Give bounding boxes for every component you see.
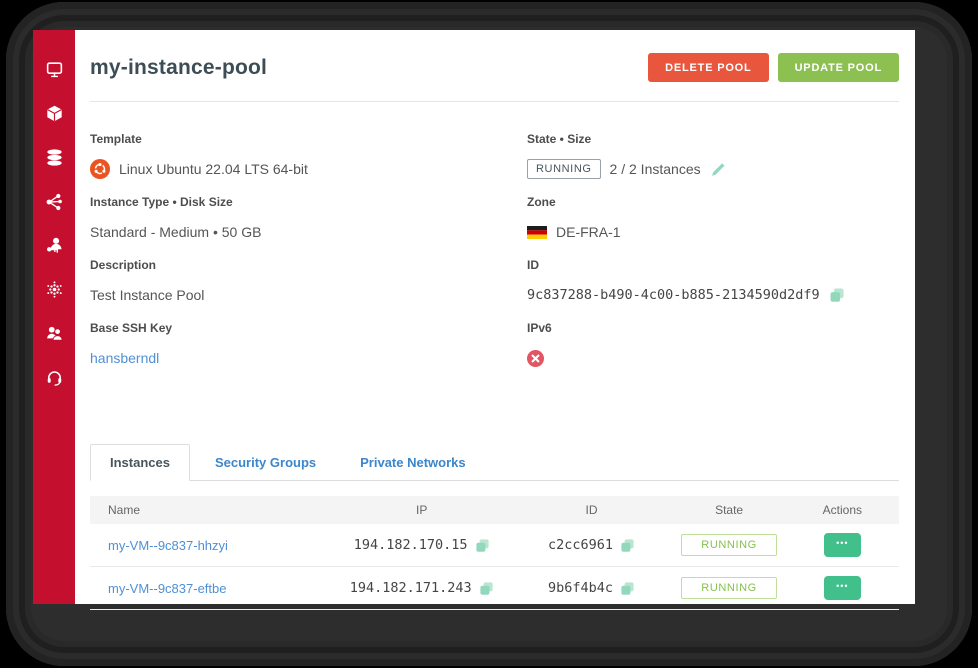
column-header-ip: IP [416,503,428,517]
storage-icon [46,148,62,166]
sidebar-item-ssh-keys[interactable] [44,235,64,255]
field-label: Base SSH Key [90,321,173,335]
field-label: Instance Type • Disk Size [90,195,233,209]
field-label: IPv6 [527,321,552,335]
copy-icon [475,538,489,552]
column-header-id: ID [585,503,598,517]
ellipsis-icon: ••• [836,581,849,591]
edit-size-button[interactable] [710,161,726,177]
field-label: Template [90,132,142,146]
field-template: Template Linux Ubuntu 22.04 LTS 64-bit [90,132,527,179]
network-icon [46,193,62,210]
ubuntu-logo-icon [90,159,110,179]
header-actions: DELETE POOL UPDATE POOL [648,53,899,82]
tab-instances[interactable]: Instances [90,444,190,481]
field-state-size: State • Size RUNNING 2 / 2 Instances [527,132,899,179]
templates-icon [46,105,62,121]
table-body: my-VM--9c837-hhzyi 194.182.170.15 [90,524,899,610]
type-disk-value: Standard - Medium • 50 GB [90,224,262,240]
ellipsis-icon: ••• [836,538,849,548]
table-row: my-VM--9c837-hhzyi 194.182.170.15 [90,524,899,567]
field-ssh-key: Base SSH Key hansberndl [90,321,527,368]
sidebar-item-network[interactable] [44,191,64,211]
column-header-actions: Actions [822,503,863,517]
column-header-name: Name [108,503,141,517]
tab-security-groups[interactable]: Security Groups [214,455,317,470]
services-icon [46,280,62,298]
description-value: Test Instance Pool [90,287,205,303]
support-icon [47,370,61,386]
pool-size-value: 2 / 2 Instances [609,161,701,177]
field-label: Description [90,258,157,272]
template-value: Linux Ubuntu 22.04 LTS 64-bit [119,161,308,177]
app-window: my-instance-pool DELETE POOL UPDATE POOL… [33,30,915,610]
tab-bar: Instances Security Groups Private Networ… [90,444,899,481]
field-description: Description Test Instance Pool [90,258,527,305]
row-actions-button[interactable]: ••• [823,576,861,600]
pencil-icon [711,163,724,176]
sidebar-item-storage[interactable] [44,147,64,167]
sidebar-item-organization[interactable] [44,323,64,343]
field-id: ID 9c837288-b490-4c00-b885-2134590d2df9 [527,258,899,305]
column-header-state: State [715,503,744,517]
copy-icon [621,538,634,552]
copy-id-button[interactable] [829,287,845,303]
sidebar-item-instances[interactable] [44,59,64,79]
update-pool-button[interactable]: UPDATE POOL [777,53,899,82]
copy-icon [480,581,493,595]
pool-details: Template Linux Ubuntu 22.04 LTS 64-bit [90,102,899,368]
field-label: ID [527,258,539,272]
page-title: my-instance-pool [90,55,268,79]
instance-id-value: 9b6f4b4c [548,580,614,596]
main-content: my-instance-pool DELETE POOL UPDATE POOL… [75,30,915,610]
tab-private-networks[interactable]: Private Networks [360,455,466,470]
instance-state-badge: RUNNING [681,577,778,599]
instances-table: Name IP ID State Actions my-VM--9c837-hh… [90,496,899,610]
instance-ip-value: 194.182.170.15 [353,537,468,553]
instances-icon [46,61,62,77]
instance-name-link[interactable]: my-VM--9c837-eftbe [108,580,227,596]
header-divider [90,101,899,102]
instance-ip-value: 194.182.171.243 [349,580,472,596]
copy-ip-button[interactable] [475,538,490,553]
sidebar-item-templates[interactable] [44,103,64,123]
copy-instance-id-button[interactable] [620,581,635,596]
field-type-disk: Instance Type • Disk Size Standard - Med… [90,195,527,242]
copy-icon [621,581,634,595]
instance-state-badge: RUNNING [681,534,778,556]
sidebar-item-services[interactable] [44,279,64,299]
x-circle-icon [527,349,544,367]
ssh-key-link[interactable]: hansberndl [90,350,160,366]
pool-id-value: 9c837288-b490-4c00-b885-2134590d2df9 [527,287,820,303]
sidebar-item-support[interactable] [44,367,64,387]
field-label: State • Size [527,132,592,146]
field-ipv6: IPv6 [527,321,899,368]
sidebar [33,30,75,604]
row-actions-button[interactable]: ••• [823,533,861,557]
copy-ip-button[interactable] [479,581,494,596]
instance-name-link[interactable]: my-VM--9c837-hhzyi [108,537,228,553]
page-header: my-instance-pool DELETE POOL UPDATE POOL [90,30,899,101]
copy-icon [830,288,844,302]
field-zone: Zone DE-FRA-1 [527,195,899,242]
field-label: Zone [527,195,556,209]
pool-state-badge: RUNNING [527,159,601,179]
ssh-keys-icon [46,237,61,253]
germany-flag-icon [527,225,547,239]
instance-id-value: c2cc6961 [548,537,614,553]
delete-pool-button[interactable]: DELETE POOL [648,53,769,82]
zone-value: DE-FRA-1 [556,224,621,240]
copy-instance-id-button[interactable] [620,538,635,553]
organization-icon [46,326,63,341]
table-row: my-VM--9c837-eftbe 194.182.171.243 [90,567,899,610]
table-header: Name IP ID State Actions [90,496,899,524]
